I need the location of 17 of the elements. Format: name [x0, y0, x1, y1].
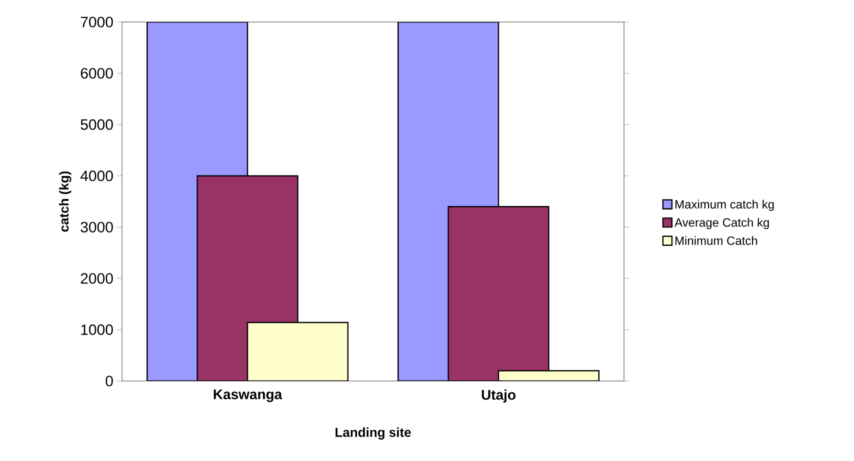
- legend-label: Average Catch kg: [674, 218, 769, 230]
- x-tick-label: Kaswanga: [214, 390, 282, 402]
- y-tick-label: 1000: [81, 324, 113, 336]
- legend-label: Minimum Catch: [676, 236, 758, 245]
- y-tick-label: 5000: [80, 119, 113, 130]
- y-tick-label: 3000: [80, 222, 113, 232]
- x-tick-label: Utajo: [482, 390, 516, 403]
- y-tick-label: 6000: [80, 68, 113, 79]
- legend-label: Maximum catch kg: [676, 200, 774, 211]
- bar: [246, 322, 348, 381]
- y-tick-label: 7000: [80, 16, 113, 28]
- y-axis-title: catch (kg): [59, 171, 72, 232]
- y-tick-label: 2000: [80, 273, 113, 284]
- bar: [448, 206, 550, 381]
- y-tick-label: 0: [106, 376, 113, 386]
- y-tick-label: 4000: [80, 170, 113, 182]
- x-axis-title: Landing site: [336, 427, 411, 440]
